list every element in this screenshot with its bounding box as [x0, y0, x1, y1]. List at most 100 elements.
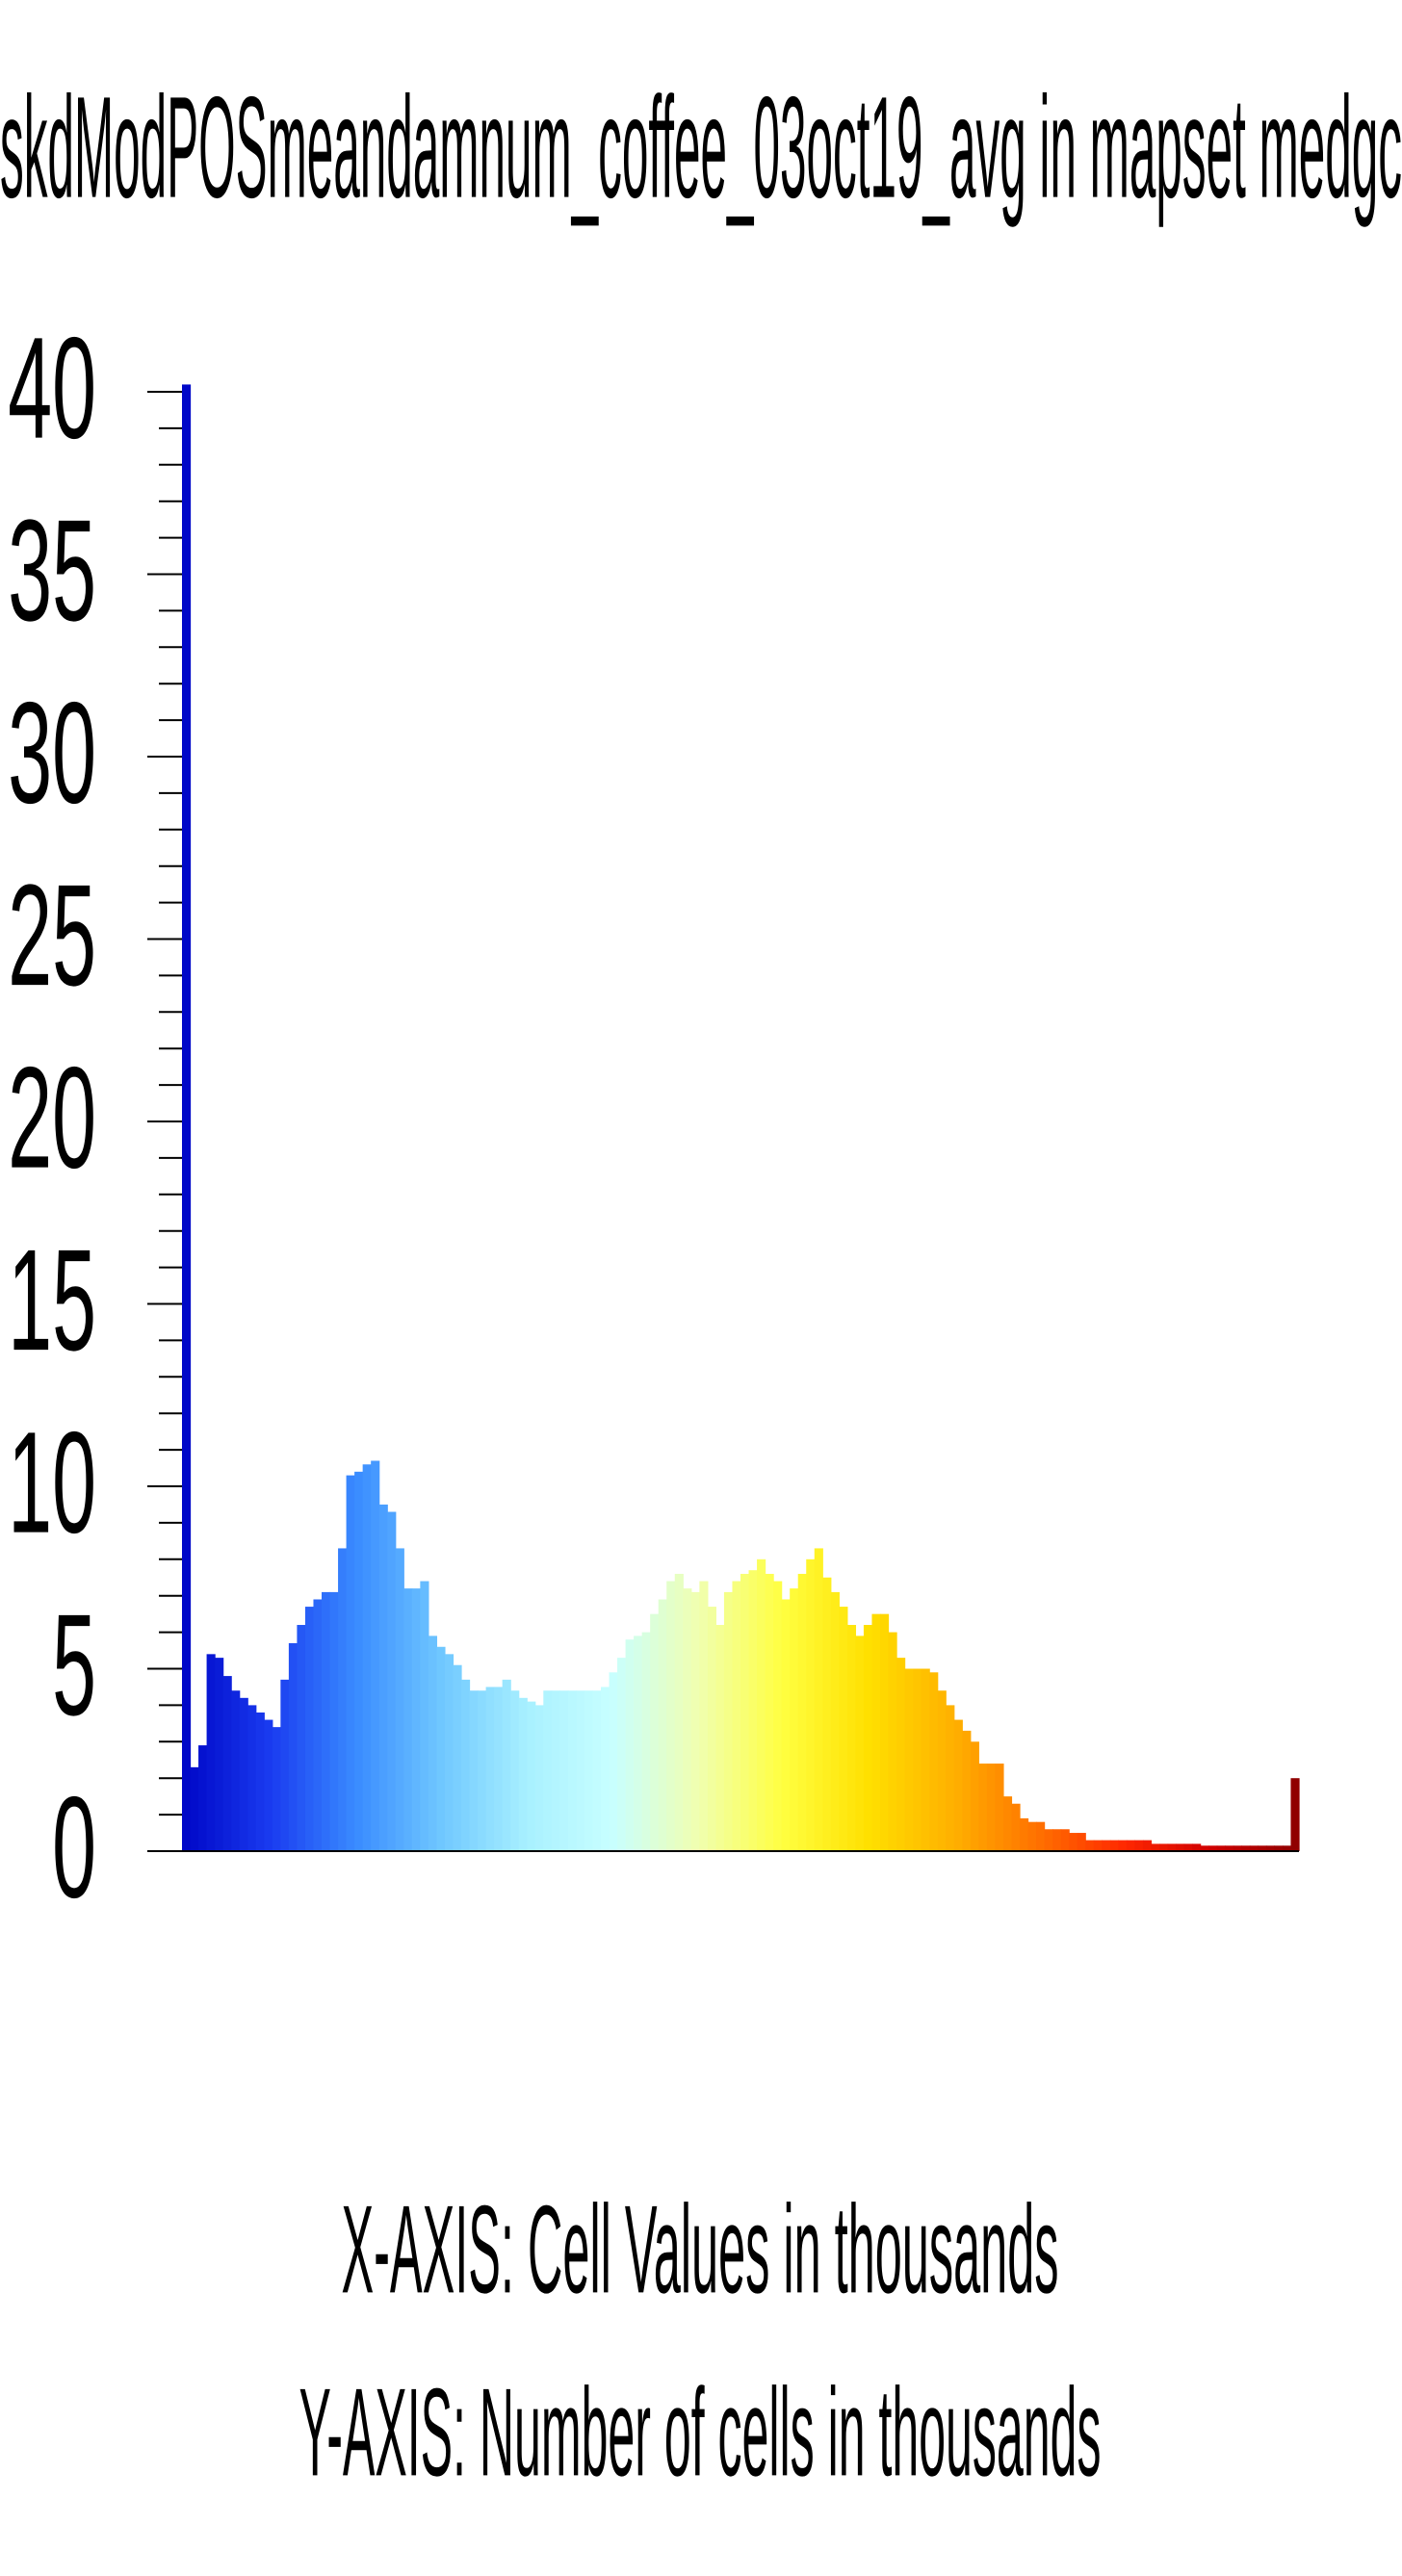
bar	[329, 1591, 339, 1851]
x-axis-label: X-AXIS: Cell Values in thousands	[342, 2178, 1059, 2319]
bar	[354, 1471, 364, 1851]
bar	[748, 1570, 758, 1851]
bar	[1192, 1843, 1202, 1851]
bar	[403, 1588, 413, 1851]
bar	[888, 1632, 897, 1851]
bar	[222, 1676, 232, 1851]
bar	[666, 1581, 676, 1851]
bar	[444, 1654, 454, 1851]
y-tick-label: 40	[8, 306, 96, 469]
bar	[297, 1625, 306, 1851]
bar	[880, 1613, 890, 1851]
bar	[313, 1599, 323, 1851]
bar	[715, 1625, 725, 1851]
bar	[641, 1632, 651, 1851]
bar	[740, 1573, 750, 1851]
y-tick-label: 25	[8, 854, 96, 1017]
bar	[1093, 1840, 1103, 1851]
bar	[272, 1727, 281, 1851]
bar	[1167, 1843, 1177, 1851]
bar	[567, 1690, 578, 1851]
bar	[658, 1599, 667, 1851]
bar	[395, 1548, 404, 1851]
y-tick-label: 35	[8, 489, 96, 652]
bar	[1118, 1840, 1128, 1851]
bar	[255, 1712, 265, 1851]
bar	[839, 1607, 848, 1851]
bar	[304, 1607, 315, 1851]
bar	[946, 1705, 955, 1851]
bar	[338, 1548, 348, 1851]
bar	[970, 1741, 979, 1851]
bar	[322, 1591, 331, 1851]
bar	[1282, 1845, 1292, 1851]
bar	[362, 1464, 372, 1851]
bar	[239, 1697, 248, 1851]
bar	[247, 1705, 257, 1851]
bar	[773, 1581, 783, 1851]
bar	[765, 1573, 774, 1851]
bar	[510, 1690, 520, 1851]
bar	[1134, 1840, 1144, 1851]
bar	[1225, 1845, 1234, 1851]
bar	[1027, 1821, 1037, 1851]
bar	[534, 1705, 544, 1851]
y-tick-label: 20	[8, 1036, 96, 1198]
bar	[543, 1690, 553, 1851]
bar	[757, 1558, 766, 1851]
bar	[527, 1701, 536, 1851]
bar	[1241, 1845, 1251, 1851]
bar	[346, 1475, 355, 1851]
bar	[1183, 1843, 1193, 1851]
y-tick-label: 10	[8, 1401, 96, 1563]
bar	[1002, 1796, 1013, 1851]
bar	[1233, 1845, 1242, 1851]
bar	[190, 1766, 199, 1851]
bar	[690, 1591, 700, 1851]
bar	[231, 1690, 241, 1851]
bar	[1274, 1845, 1284, 1851]
y-tick-label: 15	[8, 1219, 96, 1381]
bar	[953, 1719, 963, 1851]
bar	[683, 1588, 692, 1851]
bar	[1126, 1840, 1136, 1851]
chart-title: skdModPOSmeandamnum_coffee_03oct19_avg i…	[0, 66, 1402, 228]
bar	[1069, 1833, 1078, 1851]
bar	[830, 1591, 840, 1851]
bar	[707, 1607, 717, 1851]
bar	[1265, 1845, 1276, 1851]
bar	[1102, 1840, 1111, 1851]
bar	[420, 1581, 429, 1851]
bar	[781, 1599, 791, 1851]
bar	[1044, 1829, 1053, 1851]
bar	[699, 1581, 709, 1851]
bar	[617, 1658, 627, 1851]
bar	[280, 1679, 290, 1851]
bar	[1208, 1845, 1218, 1851]
bar	[288, 1642, 299, 1851]
bar	[469, 1690, 479, 1851]
bar	[551, 1690, 560, 1851]
bar	[502, 1679, 511, 1851]
bar	[601, 1687, 610, 1851]
bar	[929, 1672, 939, 1851]
bar	[732, 1581, 741, 1851]
bar	[387, 1511, 397, 1851]
bar	[634, 1636, 643, 1851]
bar	[1011, 1803, 1021, 1851]
bar	[937, 1690, 947, 1851]
bar	[206, 1654, 216, 1851]
bar	[822, 1577, 832, 1851]
bar	[378, 1504, 388, 1851]
bar	[913, 1668, 922, 1851]
bar	[1142, 1840, 1153, 1851]
bar	[182, 384, 192, 1851]
bar	[494, 1687, 504, 1851]
bar	[576, 1690, 585, 1851]
bar	[863, 1625, 873, 1851]
bar	[215, 1658, 224, 1851]
y-tick-label: 30	[8, 671, 96, 834]
bar	[609, 1672, 618, 1851]
